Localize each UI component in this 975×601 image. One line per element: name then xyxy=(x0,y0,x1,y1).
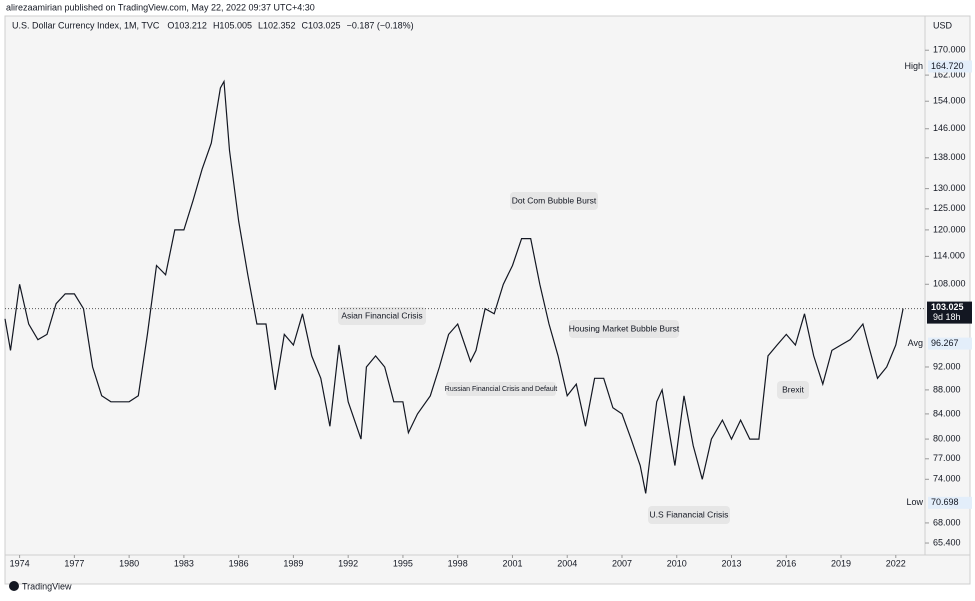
x-tick-label: 2001 xyxy=(502,558,522,568)
x-tick-label: 2004 xyxy=(557,558,577,568)
y-tick-label: 120.000 xyxy=(933,224,966,234)
x-tick-label: 1998 xyxy=(448,558,468,568)
chart-frame xyxy=(4,15,971,585)
y-tick-label: 88.000 xyxy=(933,384,961,394)
footer: TradingView xyxy=(22,581,72,591)
price-label-value: 96.267 xyxy=(931,338,959,348)
y-tick-label: 68.000 xyxy=(933,517,961,527)
ohlc-value: −0.187 (−0.18%) xyxy=(347,20,414,30)
price-label-value: 70.698 xyxy=(931,497,959,507)
svg-text:Brexit: Brexit xyxy=(782,384,804,394)
y-tick-label: 154.000 xyxy=(933,96,966,106)
y-tick-label: 84.000 xyxy=(933,408,961,418)
x-tick-label: 2013 xyxy=(721,558,741,568)
y-tick-label: 162.000 xyxy=(933,69,966,79)
header: alirezaamirian published on TradingView.… xyxy=(6,2,315,12)
svg-text:Russian Financial Crisis and D: Russian Financial Crisis and Default xyxy=(445,386,557,393)
legend-title: U.S. Dollar Currency Index, 1M, TVC xyxy=(12,20,160,30)
x-tick-label: 1974 xyxy=(10,558,30,568)
y-tick-label: 92.000 xyxy=(933,361,961,371)
price-label-bg xyxy=(928,60,972,73)
price-label-name: Avg xyxy=(908,338,923,348)
x-tick-label: 1980 xyxy=(119,558,139,568)
countdown: 9d 18h xyxy=(933,312,961,322)
logo-icon xyxy=(9,581,19,591)
ohlc-value: H105.005 xyxy=(213,20,252,30)
currency: USD xyxy=(933,20,953,30)
price-label-value: 164.720 xyxy=(931,61,964,71)
svg-text:Dot Com Bubble Burst: Dot Com Bubble Burst xyxy=(512,195,597,205)
x-tick-label: 2016 xyxy=(776,558,796,568)
x-tick-label: 2019 xyxy=(831,558,851,568)
ohlc-value: O103.212 xyxy=(167,20,207,30)
y-tick-label: 80.000 xyxy=(933,433,961,443)
x-tick-label: 2010 xyxy=(667,558,687,568)
price-line xyxy=(4,79,904,494)
x-tick-label: 1977 xyxy=(64,558,84,568)
x-tick-label: 1986 xyxy=(229,558,249,568)
last-price-bg xyxy=(927,301,972,324)
annotation: Dot Com Bubble Burst Asian Financial Cri… xyxy=(338,192,809,524)
y-tick-label: 77.000 xyxy=(933,453,961,463)
svg-text:U.S Fianancial Crisis: U.S Fianancial Crisis xyxy=(650,509,729,519)
y-tick-label: 108.000 xyxy=(933,279,966,289)
y-tick-label: 146.000 xyxy=(933,123,966,133)
x-tick-label: 2007 xyxy=(612,558,632,568)
y-tick-label: 74.000 xyxy=(933,474,961,484)
svg-text:Asian Financial Crisis: Asian Financial Crisis xyxy=(341,310,422,320)
y-tick-label: 114.000 xyxy=(933,251,965,261)
price-label-name: Low xyxy=(906,497,923,507)
price-label-bg xyxy=(928,337,972,350)
ohlc-value: C103.025 xyxy=(302,20,341,30)
x-tick-label: 2022 xyxy=(886,558,906,568)
last-price-label: 103.025 xyxy=(931,302,964,312)
y-tick-label: 125.000 xyxy=(933,203,966,213)
x-tick-label: 1983 xyxy=(174,558,194,568)
ohlc-value: L102.352 xyxy=(258,20,296,30)
svg-text:Housing Market Bubble Burst: Housing Market Bubble Burst xyxy=(569,323,680,333)
y-tick-label: 65.400 xyxy=(933,537,961,547)
price-label-name: High xyxy=(904,61,923,71)
y-tick-label: 138.000 xyxy=(933,152,966,162)
x-tick-label: 1995 xyxy=(393,558,413,568)
price-label-bg xyxy=(928,496,972,509)
y-tick-label: 170.000 xyxy=(933,45,966,55)
y-tick-label: 130.000 xyxy=(933,183,966,193)
x-tick-label: 1992 xyxy=(338,558,358,568)
x-tick-label: 1989 xyxy=(283,558,303,568)
